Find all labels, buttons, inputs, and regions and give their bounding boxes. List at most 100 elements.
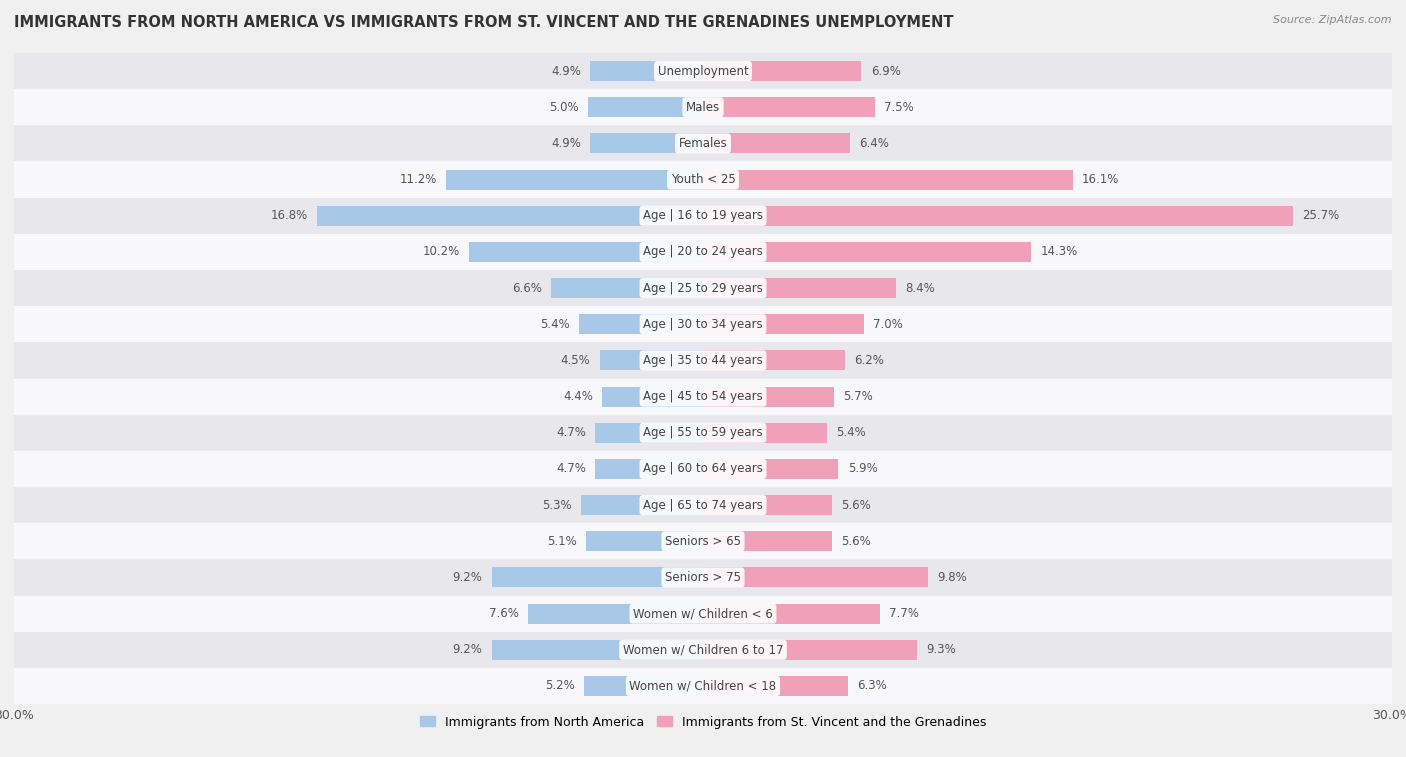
- Text: 5.0%: 5.0%: [550, 101, 579, 114]
- Bar: [446, 170, 703, 189]
- Bar: [14, 415, 1392, 451]
- Bar: [595, 423, 703, 443]
- Text: 4.7%: 4.7%: [555, 463, 586, 475]
- Text: Age | 20 to 24 years: Age | 20 to 24 years: [643, 245, 763, 258]
- Text: 4.9%: 4.9%: [551, 64, 581, 77]
- Text: 7.7%: 7.7%: [889, 607, 920, 620]
- Text: 10.2%: 10.2%: [422, 245, 460, 258]
- Bar: [14, 126, 1392, 161]
- Text: Age | 60 to 64 years: Age | 60 to 64 years: [643, 463, 763, 475]
- Text: Women w/ Children < 18: Women w/ Children < 18: [630, 680, 776, 693]
- Bar: [14, 487, 1392, 523]
- Bar: [14, 523, 1392, 559]
- Bar: [468, 242, 703, 262]
- Text: 7.5%: 7.5%: [884, 101, 914, 114]
- Bar: [703, 568, 928, 587]
- Text: 6.6%: 6.6%: [512, 282, 543, 294]
- Text: 5.3%: 5.3%: [543, 499, 572, 512]
- Bar: [14, 342, 1392, 378]
- Bar: [703, 350, 845, 370]
- Bar: [14, 270, 1392, 306]
- Bar: [703, 603, 880, 624]
- Text: 11.2%: 11.2%: [399, 173, 437, 186]
- Bar: [14, 234, 1392, 270]
- Bar: [703, 640, 917, 659]
- Bar: [492, 640, 703, 659]
- Text: 5.7%: 5.7%: [844, 390, 873, 403]
- Bar: [703, 459, 838, 479]
- Bar: [14, 306, 1392, 342]
- Text: Women w/ Children 6 to 17: Women w/ Children 6 to 17: [623, 643, 783, 656]
- Text: 4.5%: 4.5%: [561, 354, 591, 367]
- Legend: Immigrants from North America, Immigrants from St. Vincent and the Grenadines: Immigrants from North America, Immigrant…: [415, 711, 991, 734]
- Text: 6.3%: 6.3%: [856, 680, 887, 693]
- Text: Age | 25 to 29 years: Age | 25 to 29 years: [643, 282, 763, 294]
- Text: 5.4%: 5.4%: [540, 318, 569, 331]
- Bar: [492, 568, 703, 587]
- Bar: [583, 676, 703, 696]
- Text: 6.9%: 6.9%: [870, 64, 900, 77]
- Text: 6.4%: 6.4%: [859, 137, 889, 150]
- Bar: [703, 61, 862, 81]
- Text: 25.7%: 25.7%: [1302, 209, 1340, 223]
- Bar: [703, 242, 1032, 262]
- Text: Age | 35 to 44 years: Age | 35 to 44 years: [643, 354, 763, 367]
- Bar: [703, 676, 848, 696]
- Text: Source: ZipAtlas.com: Source: ZipAtlas.com: [1274, 15, 1392, 25]
- Bar: [14, 668, 1392, 704]
- Bar: [14, 198, 1392, 234]
- Text: 8.4%: 8.4%: [905, 282, 935, 294]
- Text: Age | 16 to 19 years: Age | 16 to 19 years: [643, 209, 763, 223]
- Bar: [703, 206, 1294, 226]
- Text: 5.1%: 5.1%: [547, 534, 576, 548]
- Text: 7.0%: 7.0%: [873, 318, 903, 331]
- Text: Age | 65 to 74 years: Age | 65 to 74 years: [643, 499, 763, 512]
- Bar: [703, 387, 834, 407]
- Bar: [588, 98, 703, 117]
- Bar: [14, 89, 1392, 126]
- Bar: [14, 53, 1392, 89]
- Text: IMMIGRANTS FROM NORTH AMERICA VS IMMIGRANTS FROM ST. VINCENT AND THE GRENADINES : IMMIGRANTS FROM NORTH AMERICA VS IMMIGRA…: [14, 15, 953, 30]
- Bar: [14, 559, 1392, 596]
- Bar: [14, 451, 1392, 487]
- Bar: [318, 206, 703, 226]
- Text: Women w/ Children < 6: Women w/ Children < 6: [633, 607, 773, 620]
- Text: 9.2%: 9.2%: [453, 571, 482, 584]
- Text: 5.6%: 5.6%: [841, 499, 870, 512]
- Text: 5.9%: 5.9%: [848, 463, 877, 475]
- Bar: [703, 170, 1073, 189]
- Text: 4.7%: 4.7%: [555, 426, 586, 439]
- Text: 6.2%: 6.2%: [855, 354, 884, 367]
- Text: Age | 45 to 54 years: Age | 45 to 54 years: [643, 390, 763, 403]
- Text: Unemployment: Unemployment: [658, 64, 748, 77]
- Bar: [602, 387, 703, 407]
- Bar: [703, 98, 875, 117]
- Text: 4.9%: 4.9%: [551, 137, 581, 150]
- Text: Females: Females: [679, 137, 727, 150]
- Text: 4.4%: 4.4%: [562, 390, 593, 403]
- Bar: [595, 459, 703, 479]
- Bar: [591, 133, 703, 154]
- Text: 5.2%: 5.2%: [544, 680, 575, 693]
- Text: 9.2%: 9.2%: [453, 643, 482, 656]
- Bar: [14, 631, 1392, 668]
- Bar: [591, 61, 703, 81]
- Bar: [529, 603, 703, 624]
- Text: Age | 55 to 59 years: Age | 55 to 59 years: [643, 426, 763, 439]
- Text: 5.6%: 5.6%: [841, 534, 870, 548]
- Text: Age | 30 to 34 years: Age | 30 to 34 years: [643, 318, 763, 331]
- Text: Youth < 25: Youth < 25: [671, 173, 735, 186]
- Bar: [14, 378, 1392, 415]
- Text: Seniors > 65: Seniors > 65: [665, 534, 741, 548]
- Text: 16.1%: 16.1%: [1083, 173, 1119, 186]
- Bar: [703, 495, 831, 515]
- Bar: [14, 161, 1392, 198]
- Bar: [551, 278, 703, 298]
- Bar: [581, 495, 703, 515]
- Bar: [586, 531, 703, 551]
- Text: 5.4%: 5.4%: [837, 426, 866, 439]
- Bar: [703, 314, 863, 334]
- Text: 9.8%: 9.8%: [938, 571, 967, 584]
- Text: 16.8%: 16.8%: [271, 209, 308, 223]
- Bar: [579, 314, 703, 334]
